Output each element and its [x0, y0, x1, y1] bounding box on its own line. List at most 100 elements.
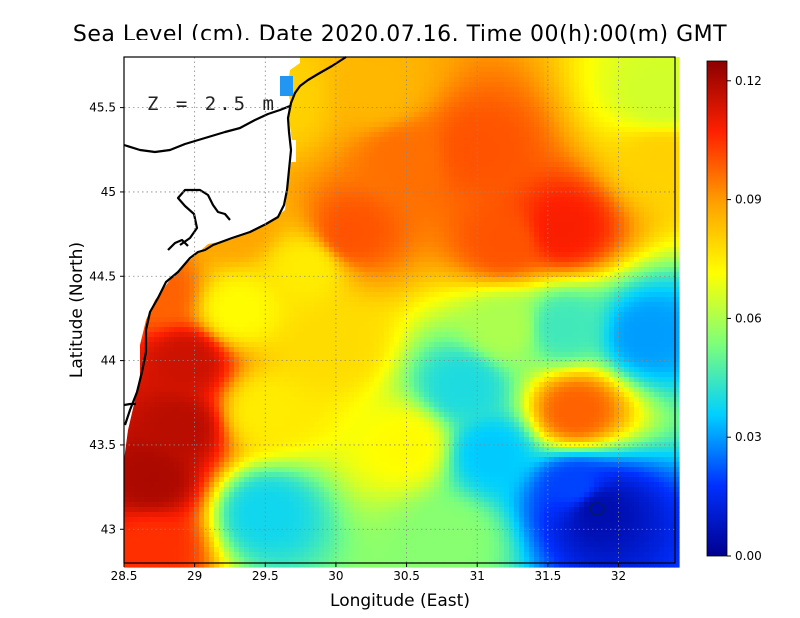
field-cell [454, 237, 460, 243]
field-cell [524, 112, 530, 118]
field-cell [639, 62, 645, 68]
field-cell [324, 122, 330, 128]
field-cell [579, 202, 585, 208]
field-cell [429, 57, 435, 63]
field-cell [434, 182, 440, 188]
field-cell [464, 62, 470, 68]
field-cell [524, 82, 530, 88]
field-cell [399, 257, 405, 263]
field-cell [174, 277, 180, 283]
field-cell [264, 272, 270, 278]
field-cell [599, 102, 605, 108]
field-cell [504, 87, 510, 93]
field-cell [319, 197, 325, 203]
field-cell [309, 67, 315, 73]
field-cell [614, 92, 620, 98]
field-cell [409, 262, 415, 268]
field-cell [559, 252, 565, 258]
field-cell [304, 212, 310, 218]
field-cell [469, 262, 475, 268]
field-cell [654, 197, 660, 203]
field-cell [664, 112, 670, 118]
field-cell [289, 167, 295, 173]
field-cell [484, 262, 490, 268]
field-cell [514, 152, 520, 158]
field-cell [609, 122, 615, 128]
field-cell [524, 262, 530, 268]
field-cell [624, 172, 630, 178]
field-cell [374, 147, 380, 153]
field-cell [444, 247, 450, 253]
field-cell [569, 267, 575, 273]
field-cell [349, 237, 355, 243]
field-cell [344, 102, 350, 108]
field-cell [509, 77, 515, 83]
field-cell [674, 207, 680, 213]
field-cell [349, 142, 355, 148]
field-cell [419, 237, 425, 243]
field-cell [414, 197, 420, 203]
field-cell [474, 187, 480, 193]
field-cell [649, 232, 655, 238]
field-cell [299, 177, 305, 183]
field-cell [379, 252, 385, 258]
field-cell [454, 272, 460, 278]
field-cell [359, 117, 365, 123]
field-cell [564, 122, 570, 128]
field-cell [629, 142, 635, 148]
field-cell [299, 252, 305, 258]
field-cell [589, 107, 595, 113]
field-cell [319, 237, 325, 243]
field-cell [674, 92, 680, 98]
field-cell [639, 137, 645, 143]
field-cell [274, 257, 280, 263]
field-cell [659, 182, 665, 188]
field-cell [329, 112, 335, 118]
field-cell [319, 122, 325, 128]
field-cell [429, 97, 435, 103]
field-cell [519, 192, 525, 198]
field-cell [339, 262, 345, 268]
field-cell [404, 252, 410, 258]
field-cell [644, 112, 650, 118]
field-cell [564, 107, 570, 113]
field-cell [474, 232, 480, 238]
field-cell [489, 212, 495, 218]
field-cell [464, 127, 470, 133]
field-cell [474, 277, 480, 283]
field-cell [364, 212, 370, 218]
field-cell [389, 197, 395, 203]
field-cell [364, 177, 370, 183]
field-cell [229, 267, 235, 273]
field-cell [609, 247, 615, 253]
field-cell [369, 147, 375, 153]
field-cell [414, 182, 420, 188]
field-cell [604, 197, 610, 203]
field-cell [499, 237, 505, 243]
field-cell [564, 137, 570, 143]
field-cell [259, 272, 265, 278]
field-cell [599, 167, 605, 173]
field-cell [629, 152, 635, 158]
field-cell [209, 247, 215, 253]
field-cell [534, 167, 540, 173]
field-cell [654, 192, 660, 198]
field-cell [669, 182, 675, 188]
field-cell [564, 112, 570, 118]
field-cell [474, 107, 480, 113]
field-cell [664, 207, 670, 213]
field-cell [454, 87, 460, 93]
field-cell [494, 222, 500, 228]
field-cell [599, 157, 605, 163]
field-cell [499, 152, 505, 158]
field-cell [654, 177, 660, 183]
field-cell [574, 107, 580, 113]
field-cell [259, 232, 265, 238]
field-cell [279, 212, 285, 218]
field-cell [539, 97, 545, 103]
field-cell [669, 62, 675, 68]
field-cell [414, 127, 420, 133]
field-cell [589, 217, 595, 223]
field-cell [389, 77, 395, 83]
field-cell [524, 117, 530, 123]
